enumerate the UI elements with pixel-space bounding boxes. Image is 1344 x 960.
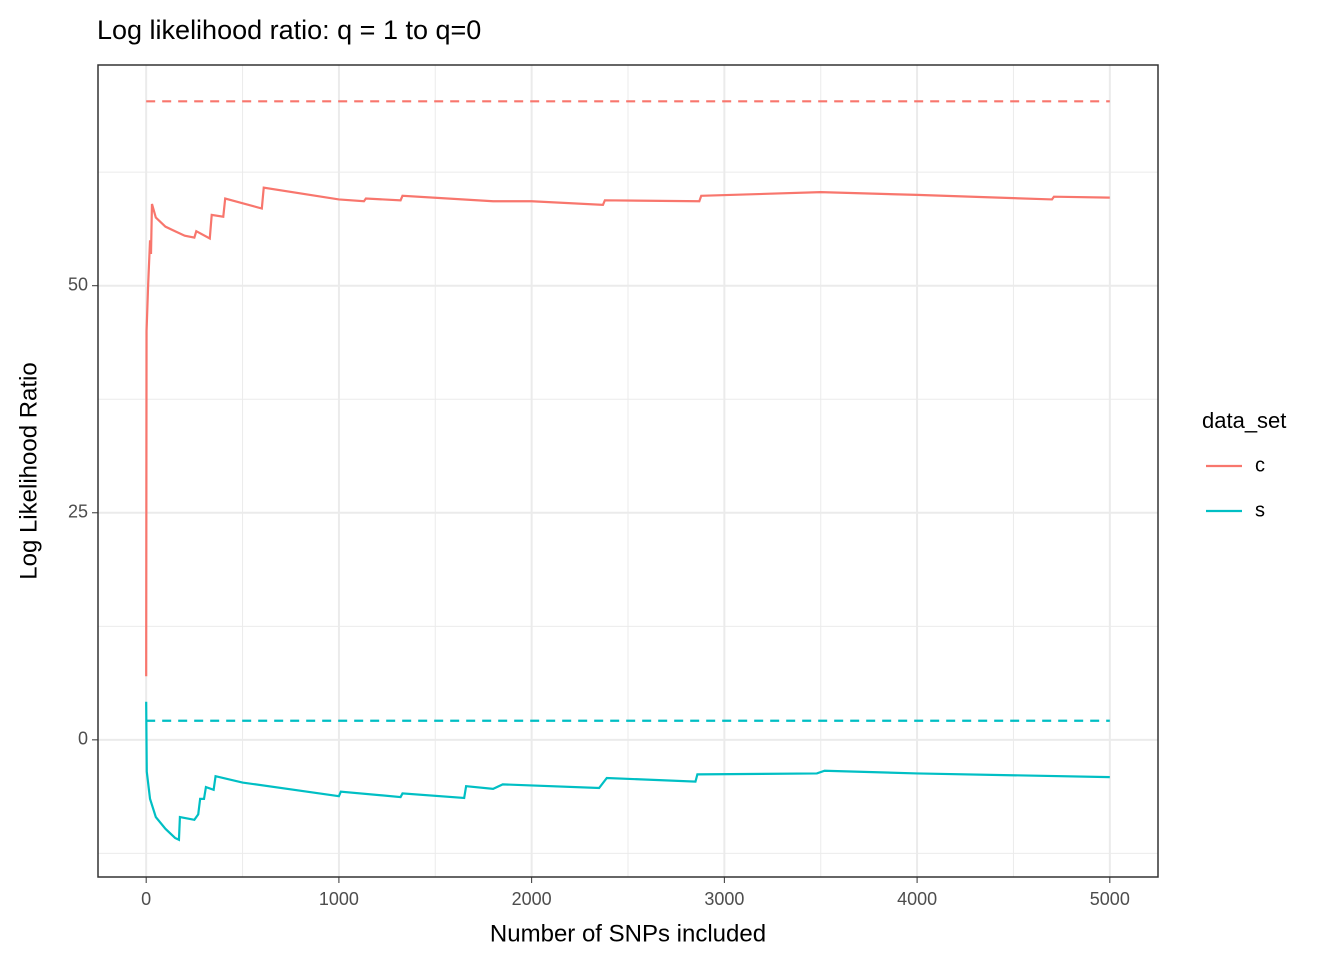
x-tick-label: 5000 xyxy=(1090,889,1130,909)
legend-label: c xyxy=(1255,454,1265,476)
y-axis-label: Log Likelihood Ratio xyxy=(15,362,42,580)
x-tick-label: 0 xyxy=(141,889,151,909)
x-tick-label: 2000 xyxy=(512,889,552,909)
x-axis-label: Number of SNPs included xyxy=(490,920,766,947)
y-tick-label: 0 xyxy=(78,729,88,749)
chart-title: Log likelihood ratio: q = 1 to q=0 xyxy=(97,15,481,45)
legend-title: data_set xyxy=(1202,408,1286,433)
series-line xyxy=(145,186,1110,677)
x-tick-label: 3000 xyxy=(704,889,744,909)
series-line xyxy=(145,701,1110,842)
x-tick-label: 4000 xyxy=(897,889,937,909)
y-tick-label: 25 xyxy=(68,502,88,522)
x-tick-label: 1000 xyxy=(319,889,359,909)
legend-label: s xyxy=(1255,499,1265,521)
y-tick-label: 50 xyxy=(68,274,88,294)
panel-border xyxy=(97,64,1159,878)
